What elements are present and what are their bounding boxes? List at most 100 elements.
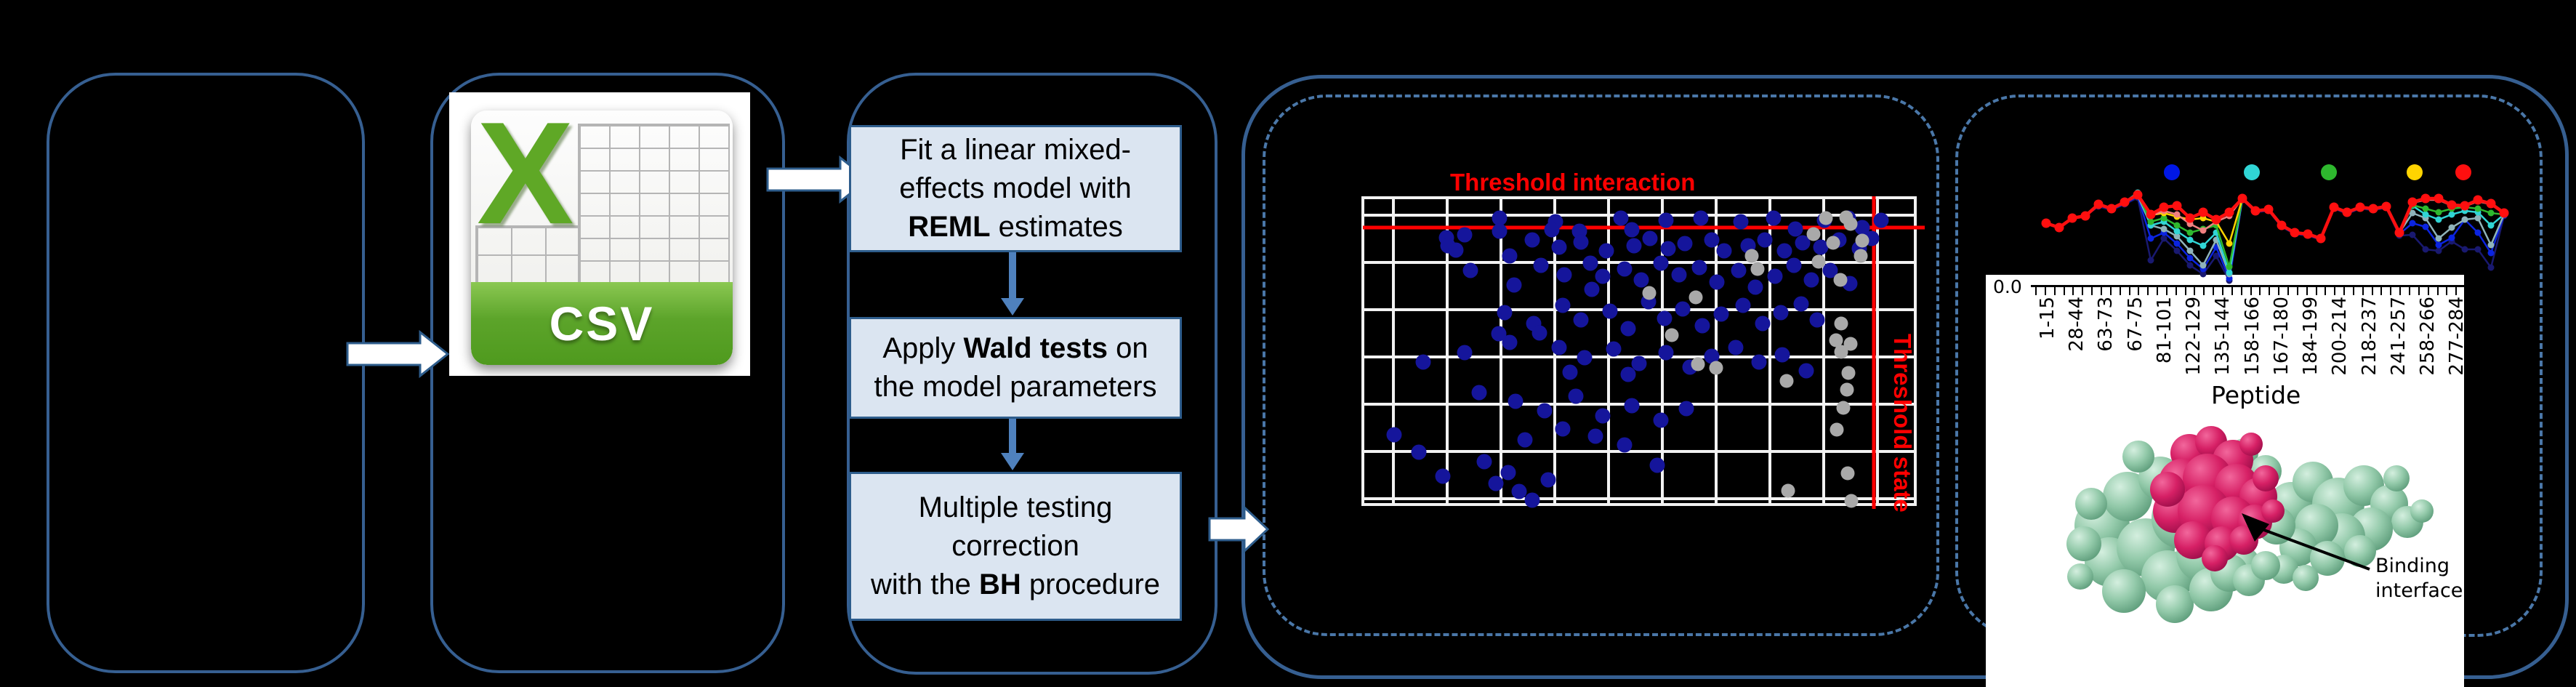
scatter-point: [1577, 350, 1593, 366]
scatter-point: [1751, 354, 1767, 370]
csv-banner: CSV: [471, 282, 733, 365]
axis-tick: [2409, 287, 2410, 295]
scatter-point: [1476, 454, 1492, 470]
scatter-point-gray: [1811, 254, 1826, 269]
scatter-point-gray: [1834, 345, 1848, 359]
axis-tick: [2091, 287, 2093, 295]
scatter-point: [1517, 432, 1533, 448]
scatter-point: [1675, 301, 1691, 317]
block-arrow-icon: [1208, 505, 1270, 554]
scatter-point: [1531, 325, 1547, 341]
csv-label: CSV: [549, 297, 655, 350]
scatter-point: [1415, 354, 1431, 370]
scatter-point: [1524, 232, 1540, 248]
axis-tick: [2109, 287, 2112, 295]
scatter-subpanel: [1263, 95, 1939, 636]
scatter-point: [1448, 242, 1464, 258]
scatter-point: [1757, 232, 1773, 248]
legend-dot-icon: [2407, 164, 2423, 180]
scatter-point: [1755, 316, 1771, 332]
scatter-point: [1524, 492, 1540, 508]
scatter-point: [1562, 364, 1578, 380]
scatter-point: [1693, 210, 1709, 226]
axis-tick: [2072, 287, 2074, 295]
scatter-point: [1568, 388, 1584, 404]
scatter-point: [1537, 403, 1553, 419]
scatter-point-gray: [1844, 494, 1859, 508]
scatter-point: [1386, 427, 1402, 443]
axis-tick: [2371, 287, 2373, 295]
scatter-point: [1731, 262, 1747, 278]
axis-tick: [2203, 287, 2205, 295]
scatter-point: [1598, 243, 1614, 259]
axis-tick: [2044, 287, 2046, 295]
scatter-point: [1551, 340, 1567, 355]
scatter-point: [1813, 239, 1829, 255]
scatter-point: [1728, 340, 1744, 355]
scatter-point: [1595, 408, 1611, 424]
scatter-point: [1624, 398, 1640, 414]
axis-tick: [2427, 287, 2429, 295]
threshold-state-label: Threshold state: [1889, 334, 1916, 513]
axis-tick: [2455, 287, 2458, 295]
scatter-point: [1502, 334, 1518, 350]
scatter-point-gray: [1779, 374, 1794, 388]
scatter-point: [1533, 257, 1549, 273]
x-axis-line: [2031, 285, 2464, 287]
axis-tick: [2175, 287, 2177, 295]
axis-tick: [2436, 287, 2439, 295]
binding-label-line2: interface: [2375, 579, 2463, 602]
scatter-point-gray: [1744, 249, 1759, 263]
scatter-point: [1735, 297, 1751, 313]
scatter-point-gray: [1834, 316, 1848, 331]
scatter-point: [1773, 305, 1789, 321]
scatter-point-gray: [1709, 361, 1723, 375]
scatter-point: [1555, 421, 1571, 437]
scatter-point: [1457, 345, 1473, 361]
scatter-point: [1582, 255, 1598, 271]
scatter-point: [1658, 345, 1674, 361]
scatter-point: [1677, 236, 1693, 252]
scatter-point-gray: [1839, 210, 1853, 225]
scatter-point: [1795, 235, 1811, 251]
scatter-point: [1511, 483, 1527, 499]
scatter-point: [1691, 260, 1707, 276]
axis-tick: [2334, 287, 2336, 295]
scatter-point-gray: [1840, 466, 1855, 481]
legend-dot-icon: [2164, 164, 2180, 180]
axis-tick: [2100, 287, 2102, 295]
axis-tick: [2399, 287, 2402, 295]
uptake-line-chart: [2041, 164, 2509, 284]
scatter-point: [1642, 230, 1658, 246]
scatter-point: [1713, 306, 1729, 322]
scatter-point: [1508, 393, 1524, 409]
scatter-point: [1624, 222, 1640, 238]
scatter-point: [1584, 281, 1600, 297]
scatter-point: [1633, 272, 1649, 288]
scatter-point: [1798, 363, 1814, 379]
scatter-point: [1822, 262, 1838, 278]
scatter-point: [1774, 347, 1790, 363]
scatter-point: [1766, 210, 1782, 226]
scatter-point: [1854, 220, 1870, 236]
axis-tick: [2119, 287, 2121, 295]
flow-step-wald: Apply Wald tests on the model parameters: [849, 317, 1182, 419]
scatter-point: [1617, 261, 1633, 277]
scatter-point: [1873, 212, 1889, 228]
y-axis-tick: 0.0: [1993, 276, 2022, 297]
scatter-point: [1653, 255, 1669, 271]
binding-interface-arrow: [2255, 526, 2370, 571]
scatter-point: [1626, 238, 1642, 254]
block-arrow-icon: [346, 329, 450, 379]
flow-step-reml: Fit a linear mixed-effects model with REM…: [849, 125, 1182, 252]
scatter-point: [1471, 385, 1487, 401]
scatter-point: [1506, 277, 1522, 293]
scatter-point-gray: [1689, 290, 1703, 305]
excel-x-icon: X: [477, 111, 574, 254]
axis-tick: [2194, 287, 2196, 295]
scatter-point: [1573, 312, 1589, 328]
scatter-point: [1678, 401, 1694, 417]
scatter-point-gray: [1781, 483, 1795, 498]
binding-interface-label: Binding interface: [2375, 554, 2463, 603]
